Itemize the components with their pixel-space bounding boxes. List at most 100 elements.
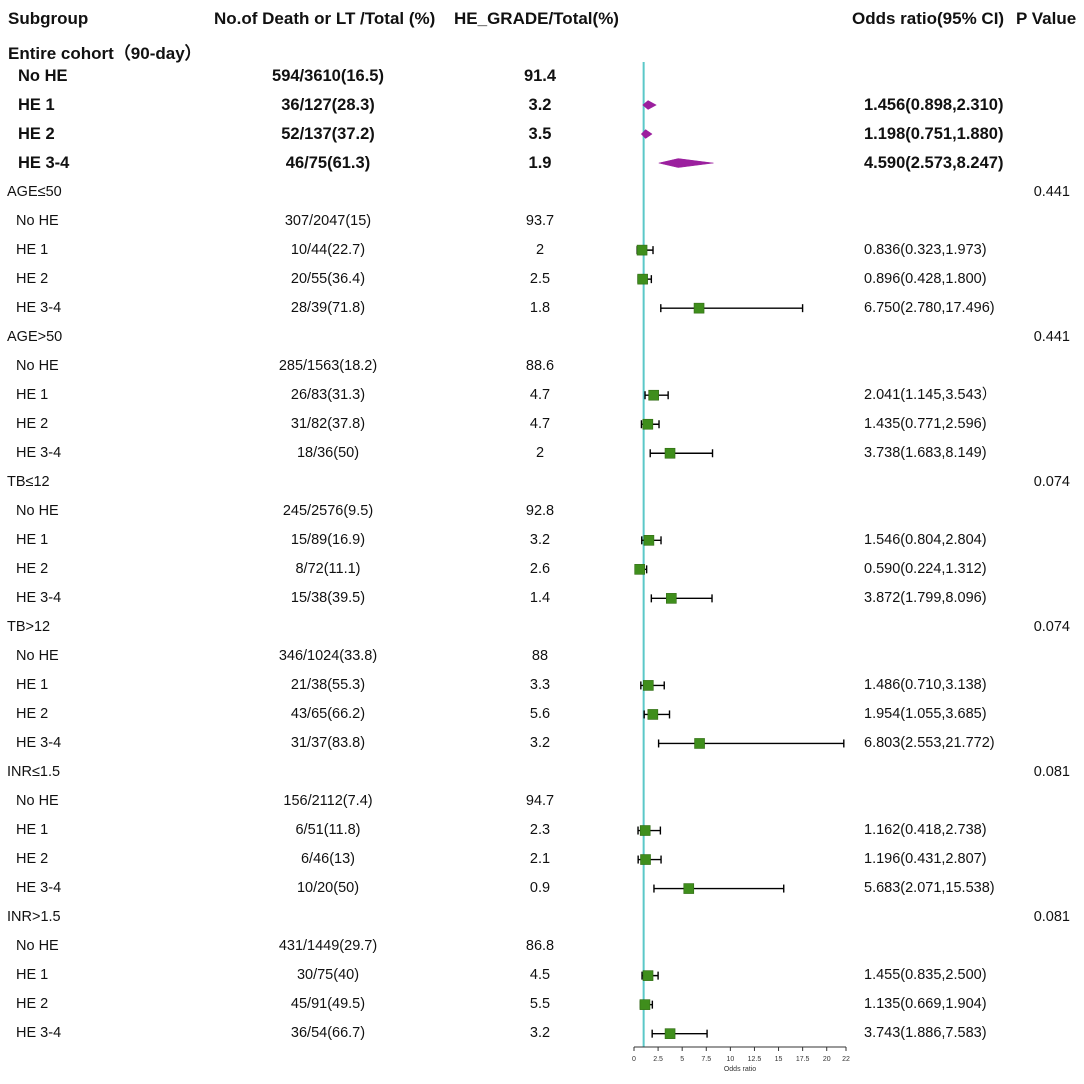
deaths-cell-text: 594/3610(16.5) (272, 66, 384, 85)
deaths-cell-text: 307/2047(15) (284, 212, 372, 229)
odds-ratio-cell: 1.455(0.835,2.500) (864, 967, 987, 984)
estimate-square (664, 1028, 676, 1039)
deaths-cell-text: 10/20(50) (296, 880, 360, 897)
estimate-square (694, 738, 705, 749)
table-row: HE 3-4 28/39(71.8) 1.8 6.750(2.780,17.496) (0, 294, 1084, 323)
grade-cell-text: 88 (531, 647, 549, 664)
odds-ratio-cell: 0.836(0.323,1.973) (864, 241, 987, 258)
deaths-cell-text: 36/127(28.3) (281, 95, 375, 114)
table-row: No HE 156/2112(7.4) 94.7 (0, 787, 1084, 816)
estimate-square (642, 418, 654, 430)
estimate-square (642, 970, 654, 981)
estimate-square (643, 535, 655, 546)
subgroup-cell: HE 1 (16, 822, 49, 839)
table-row: HE 1 36/127(28.3) 3.2 1.456(0.898,2.310) (0, 91, 1084, 120)
subgroup-cell: HE 3-4 (16, 1025, 62, 1042)
subgroup-cell: No HE (16, 938, 59, 955)
deaths-cell-text: 43/65(66.2) (290, 705, 366, 722)
subgroup-cell: INR≤1.5 (7, 763, 61, 780)
deaths-cell-text: 8/72(11.1) (295, 560, 361, 577)
subgroup-cell: TB≤12 (7, 473, 50, 490)
header-grade: HE_GRADE/Total(%) (454, 9, 619, 28)
grade-cell-text: 92.8 (525, 502, 555, 519)
subgroup-cell: HE 1 (16, 967, 49, 984)
table-row: HE 3-4 31/37(83.8) 3.2 6.803(2.553,21.772) (0, 729, 1084, 758)
grade-cell-text: 3.2 (529, 1025, 551, 1042)
table-row: HE 2 52/137(37.2) 3.5 1.198(0.751,1.880) (0, 120, 1084, 149)
subgroup-cell: HE 1 (16, 676, 49, 693)
odds-ratio-cell: 3.743(1.886,7.583) (864, 1025, 987, 1042)
deaths-cell-text: 26/83(31.3) (290, 386, 366, 403)
subgroup-cell: HE 1 (18, 95, 55, 114)
section-row: AGE>50 0.441 (0, 323, 1084, 352)
table-row: HE 2 6/46(13) 2.1 1.196(0.431,2.807) (0, 845, 1084, 874)
estimate-square (683, 883, 695, 894)
subgroup-cell: TB>12 (7, 618, 51, 635)
deaths-cell-text: 31/82(37.8) (290, 415, 366, 432)
table-row: No HE 594/3610(16.5) 91.4 (0, 62, 1084, 91)
estimate-square (639, 999, 651, 1010)
grade-cell-text: 2 (535, 444, 545, 461)
subgroup-cell: HE 3-4 (16, 734, 62, 751)
deaths-cell-text: 346/1024(33.8) (278, 647, 378, 664)
x-tick-label: 7.5 (701, 1056, 711, 1063)
estimate-square (666, 593, 677, 604)
x-tick-label: 17.5 (796, 1056, 810, 1063)
grade-cell-text: 86.8 (525, 938, 555, 955)
odds-ratio-cell: 1.196(0.431,2.807) (864, 851, 987, 868)
table-row: No HE 285/1563(18.2) 88.6 (0, 352, 1084, 381)
odds-ratio-cell: 1.162(0.418,2.738) (864, 822, 987, 839)
estimate-square (647, 709, 659, 720)
estimate-square (648, 389, 659, 401)
estimate-diamond (658, 158, 714, 168)
grade-cell-text: 4.7 (529, 415, 551, 432)
table-row: HE 1 30/75(40) 4.5 1.455(0.835,2.500) (0, 961, 1084, 990)
odds-ratio-cell: 4.590(2.573,8.247) (864, 153, 1004, 172)
deaths-cell-text: 36/54(66.7) (290, 1025, 366, 1042)
odds-ratio-cell: 3.738(1.683,8.149) (864, 444, 987, 461)
table-row: No HE 307/2047(15) 93.7 (0, 207, 1084, 236)
grade-cell-text: 1.4 (529, 589, 551, 606)
deaths-cell-text: 285/1563(18.2) (278, 357, 378, 374)
subgroup-cell: No HE (16, 357, 59, 374)
estimate-diamond (642, 100, 657, 110)
x-tick-label: 12.5 (748, 1056, 762, 1063)
table-row: HE 2 8/72(11.1) 2.6 0.590(0.224,1.312) (0, 555, 1084, 584)
grade-cell-text: 3.2 (529, 531, 551, 548)
grade-cell-text: 2.6 (529, 560, 551, 577)
deaths-cell-text: 28/39(71.8) (290, 299, 366, 316)
deaths-cell-text: 245/2576(9.5) (282, 502, 374, 519)
deaths-cell-text: 30/75(40) (296, 967, 360, 984)
deaths-cell-text: 18/36(50) (296, 444, 360, 461)
grade-cell-text: 1.8 (529, 299, 551, 316)
grade-cell-text: 4.7 (529, 386, 551, 403)
estimate-square (637, 273, 648, 285)
subgroup-cell: HE 2 (16, 560, 49, 577)
estimate-square (643, 680, 654, 691)
odds-ratio-cell: 2.041(1.145,3.543） (864, 386, 997, 403)
p-value-cell: 0.441 (1033, 183, 1070, 200)
x-tick-label: 0 (632, 1056, 636, 1063)
table-row: No HE 431/1449(29.7) 86.8 (0, 932, 1084, 961)
table-row: HE 1 15/89(16.9) 3.2 1.546(0.804,2.804) (0, 526, 1084, 555)
table-row: HE 2 45/91(49.5) 5.5 1.135(0.669,1.904) (0, 990, 1084, 1019)
deaths-cell-text: 21/38(55.3) (290, 676, 366, 693)
subgroup-cell: HE 2 (18, 124, 55, 143)
header-p-value: P Value (1016, 9, 1077, 28)
odds-ratio-cell: 1.135(0.669,1.904) (864, 996, 987, 1013)
grade-cell-text: 5.5 (529, 996, 551, 1013)
deaths-cell-text: 45/91(49.5) (290, 996, 366, 1013)
grade-cell-text: 93.7 (525, 212, 555, 229)
grade-cell-text: 3.2 (528, 95, 552, 114)
table-row: HE 1 6/51(11.8) 2.3 1.162(0.418,2.738) (0, 816, 1084, 845)
grade-cell-text: 5.6 (529, 705, 551, 722)
p-value-cell: 0.074 (1033, 618, 1070, 635)
table-row: HE 3-4 46/75(61.3) 1.9 4.590(2.573,8.247) (0, 149, 1084, 178)
p-value-cell: 0.441 (1033, 328, 1070, 345)
table-row: HE 3-4 36/54(66.7) 3.2 3.743(1.886,7.583) (0, 1019, 1084, 1048)
subgroup-cell: HE 2 (16, 851, 49, 868)
deaths-cell-text: 6/46(13) (300, 851, 356, 868)
cohort-label: Entire cohort（90-day） (8, 44, 202, 63)
